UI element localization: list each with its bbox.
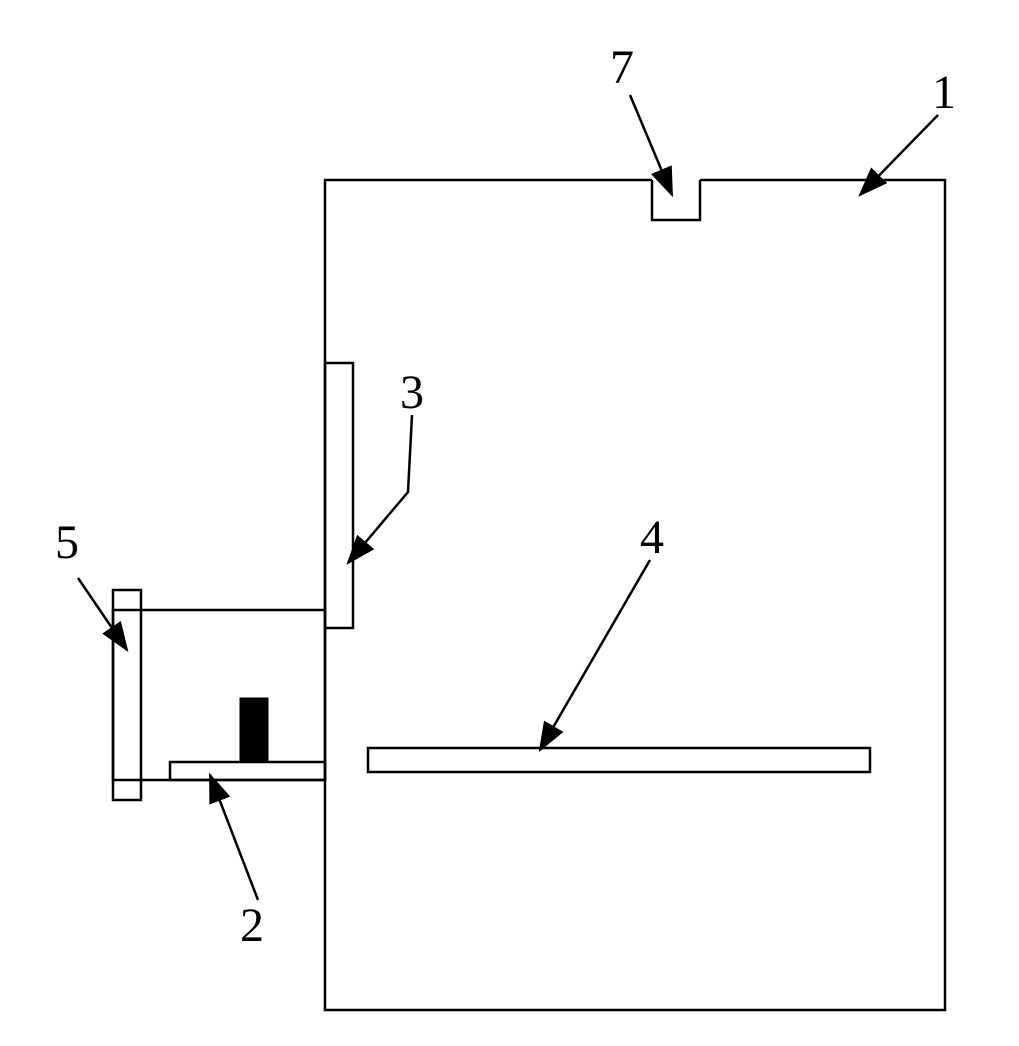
label-1: 1 <box>932 65 956 120</box>
label-4: 4 <box>640 510 664 565</box>
arrow-2 <box>210 775 258 900</box>
technical-diagram: 1 2 3 4 5 7 <box>0 0 1019 1046</box>
left-panel-5 <box>113 590 141 800</box>
vertical-bar-3 <box>325 363 353 628</box>
notch-7-mask <box>652 178 700 183</box>
diagram-svg <box>0 0 1019 1046</box>
arrow-1 <box>860 115 938 195</box>
left-box <box>113 610 325 780</box>
label-3: 3 <box>400 365 424 420</box>
label-2: 2 <box>240 898 264 953</box>
arrow-4 <box>540 560 650 750</box>
label-5: 5 <box>55 515 79 570</box>
black-block <box>240 698 268 762</box>
arrow-3 <box>348 415 412 563</box>
horizontal-bar-2 <box>170 762 325 780</box>
notch-7 <box>652 180 700 220</box>
main-rect-1 <box>325 180 945 1010</box>
horizontal-bar-4 <box>368 748 870 772</box>
label-7: 7 <box>610 40 634 95</box>
